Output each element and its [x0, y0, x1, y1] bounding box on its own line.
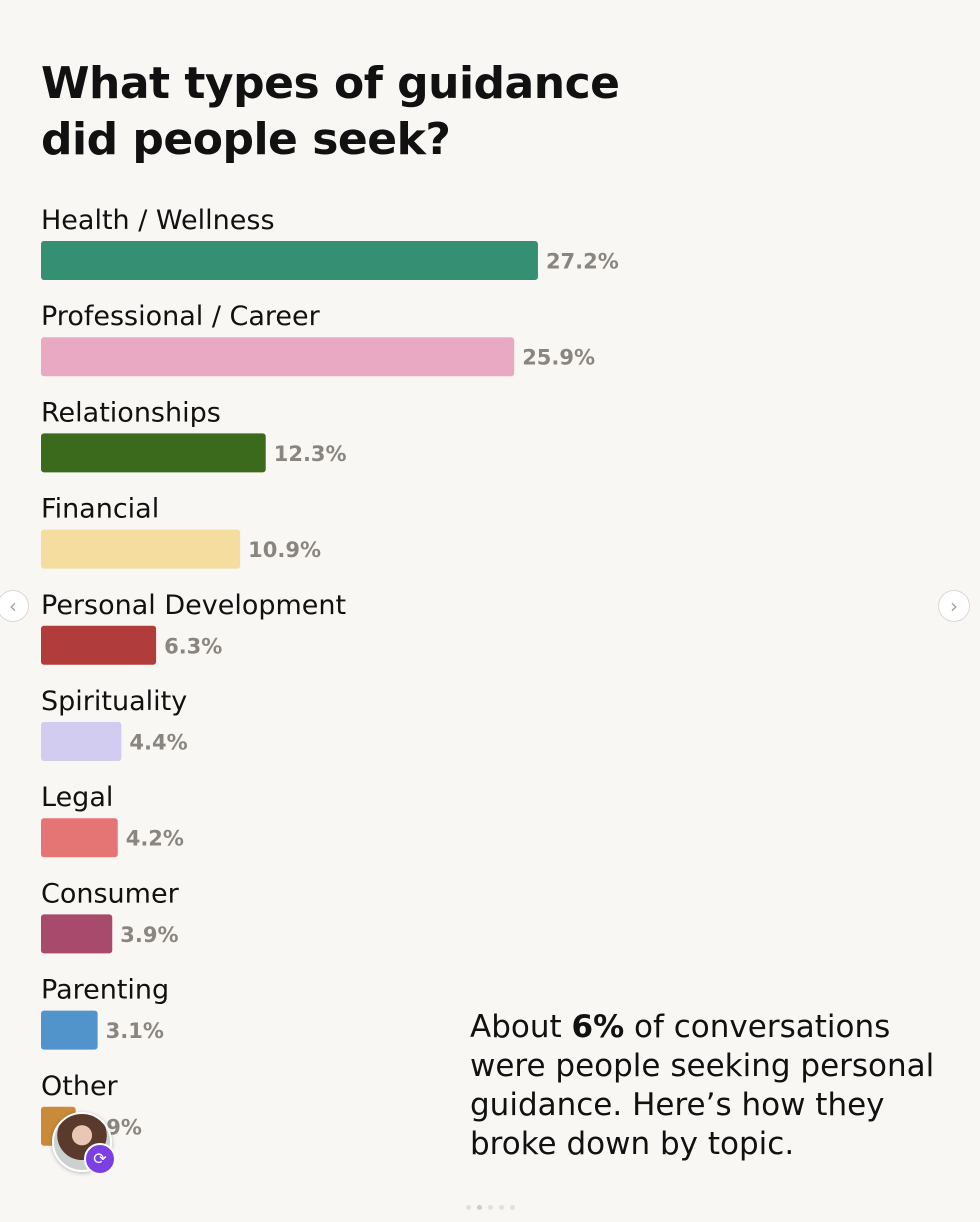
- category-label: Personal Development: [41, 590, 346, 621]
- previous-slide-button[interactable]: ‹: [0, 590, 29, 622]
- note-suffix: of conversations were people seeking per…: [470, 1009, 935, 1162]
- bar: [41, 433, 266, 473]
- pagination-dot[interactable]: [498, 1205, 504, 1210]
- chevron-right-icon: ›: [950, 594, 958, 618]
- value-label: 4.2%: [126, 827, 184, 851]
- category-label: Parenting: [41, 975, 169, 1006]
- summary-note: About 6% of conversations were people se…: [470, 1008, 940, 1164]
- pagination-dot-active[interactable]: [476, 1205, 482, 1210]
- category-label: Other: [41, 1071, 119, 1102]
- bar: [41, 1010, 98, 1050]
- category-label: Health / Wellness: [41, 205, 275, 236]
- value-label: 3.1%: [106, 1019, 164, 1043]
- category-label: Legal: [41, 782, 113, 813]
- pagination-dot[interactable]: [509, 1205, 515, 1210]
- bar: [41, 529, 241, 569]
- value-label: 27.2%: [546, 250, 619, 274]
- bar: [41, 337, 515, 377]
- carousel-pagination: [440, 1205, 540, 1213]
- pagination-dot[interactable]: [487, 1205, 493, 1210]
- bar: [41, 625, 157, 665]
- value-label: 6.3%: [164, 634, 222, 658]
- note-prefix: About: [470, 1009, 572, 1045]
- category-label: Professional / Career: [41, 301, 321, 332]
- pagination-dot[interactable]: [465, 1205, 471, 1210]
- bar: [41, 914, 113, 954]
- chevron-left-icon: ‹: [9, 594, 17, 618]
- refresh-icon[interactable]: ⟳: [84, 1143, 116, 1175]
- value-label: 25.9%: [522, 346, 595, 370]
- category-label: Financial: [41, 494, 159, 525]
- bar: [41, 818, 118, 858]
- category-label: Relationships: [41, 397, 221, 428]
- value-label: 3.9%: [120, 923, 178, 947]
- avatar[interactable]: [52, 1112, 112, 1172]
- chart-title: What types of guidance did people seek?: [41, 58, 620, 165]
- note-highlight: 6%: [571, 1009, 625, 1045]
- category-label: Spirituality: [41, 686, 187, 717]
- bar: [41, 241, 538, 280]
- value-label: 10.9%: [248, 538, 321, 562]
- category-label: Consumer: [41, 878, 180, 909]
- next-slide-button[interactable]: ›: [938, 590, 970, 622]
- value-label: 4.4%: [129, 731, 187, 755]
- bar: [41, 722, 122, 761]
- value-label: 12.3%: [274, 442, 347, 466]
